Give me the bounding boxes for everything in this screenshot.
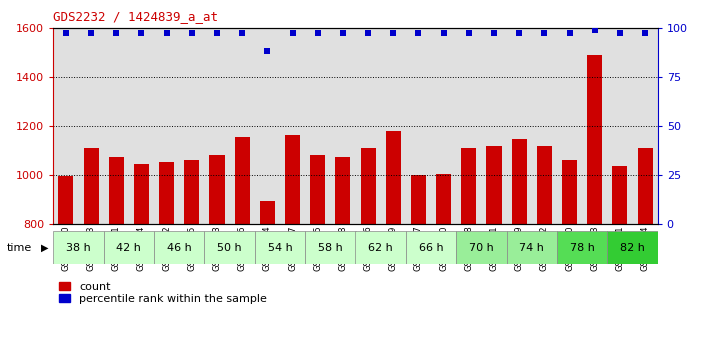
Text: 54 h: 54 h [267,243,292,253]
Bar [406,28,456,224]
Point [463,31,474,36]
Bar [557,231,607,264]
Bar [310,155,325,224]
Point [438,31,449,36]
Point [589,27,600,32]
Bar [260,201,275,224]
Point [211,31,223,36]
Point [237,31,248,36]
Bar [159,161,174,224]
Text: 42 h: 42 h [117,243,141,253]
Point [161,31,172,36]
Bar [154,231,205,264]
Bar [255,231,305,264]
Text: 66 h: 66 h [419,243,444,253]
Bar [235,137,250,224]
Bar [305,231,356,264]
Bar [53,28,104,224]
Bar [255,28,305,224]
Point [337,31,348,36]
Point [564,31,575,36]
Bar [406,231,456,264]
Bar [305,28,356,224]
Bar [53,231,104,264]
Bar [587,55,602,224]
Bar [436,174,451,224]
Bar [385,131,401,224]
Bar [537,146,552,224]
Point [287,31,298,36]
Bar [104,28,154,224]
Bar [506,231,557,264]
Point [488,31,500,36]
Bar [456,231,506,264]
Bar [134,164,149,224]
Bar [109,157,124,224]
Point [363,31,374,36]
Bar [205,28,255,224]
Bar [612,167,627,224]
Point [539,31,550,36]
Text: GDS2232 / 1424839_a_at: GDS2232 / 1424839_a_at [53,10,218,23]
Text: 74 h: 74 h [519,243,544,253]
Bar [210,155,225,224]
Text: time: time [7,243,33,253]
Point [111,31,122,36]
Bar [607,231,658,264]
Bar [638,148,653,224]
Point [136,31,147,36]
Bar [557,28,607,224]
Bar [356,28,406,224]
Bar [154,28,205,224]
Bar [411,175,426,224]
Text: ▶: ▶ [41,243,48,253]
Text: 78 h: 78 h [570,243,594,253]
Text: 46 h: 46 h [167,243,191,253]
Bar [512,139,527,224]
Point [186,31,198,36]
Bar [607,28,658,224]
Text: 58 h: 58 h [318,243,343,253]
Point [513,31,525,36]
Bar [285,135,300,224]
Bar [461,148,476,224]
Point [614,31,626,36]
Bar [58,176,73,224]
Point [639,31,651,36]
Text: 70 h: 70 h [469,243,493,253]
Point [387,31,399,36]
Bar [562,160,577,224]
Bar [360,148,375,224]
Point [60,31,72,36]
Point [413,31,424,36]
Bar [356,231,406,264]
Bar [205,231,255,264]
Bar [506,28,557,224]
Text: 62 h: 62 h [368,243,393,253]
Point [85,31,97,36]
Point [312,31,324,36]
Bar [336,157,351,224]
Bar [104,231,154,264]
Bar [486,146,501,224]
Point [262,48,273,54]
Bar [456,28,506,224]
Text: 38 h: 38 h [66,243,91,253]
Text: 82 h: 82 h [620,243,645,253]
Text: 50 h: 50 h [218,243,242,253]
Legend: count, percentile rank within the sample: count, percentile rank within the sample [59,282,267,304]
Bar [84,148,99,224]
Bar [184,160,199,224]
